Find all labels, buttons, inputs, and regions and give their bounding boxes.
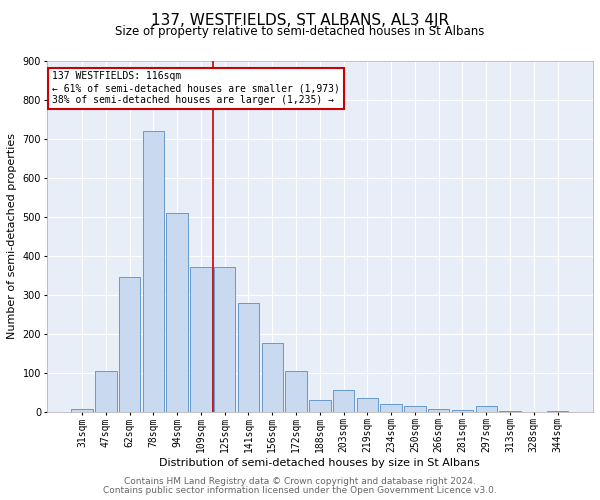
Bar (404, 406, 425, 411)
X-axis label: Distribution of semi-detached houses by size in St Albans: Distribution of semi-detached houses by … (160, 458, 480, 468)
Bar (547, 410, 568, 412)
Bar (190, 268, 212, 412)
Bar (119, 277, 140, 411)
Bar (95, 371, 116, 412)
Bar (143, 131, 164, 412)
Bar (380, 404, 402, 411)
Y-axis label: Number of semi-detached properties: Number of semi-detached properties (7, 134, 17, 340)
Text: Contains HM Land Registry data © Crown copyright and database right 2024.: Contains HM Land Registry data © Crown c… (124, 477, 476, 486)
Bar (166, 213, 188, 412)
Bar (309, 400, 331, 411)
Bar (333, 390, 354, 411)
Bar (262, 344, 283, 411)
Bar (238, 302, 259, 412)
Text: Contains public sector information licensed under the Open Government Licence v3: Contains public sector information licen… (103, 486, 497, 495)
Text: 137, WESTFIELDS, ST ALBANS, AL3 4JR: 137, WESTFIELDS, ST ALBANS, AL3 4JR (151, 12, 449, 28)
Bar (428, 408, 449, 412)
Bar (499, 410, 521, 412)
Text: 137 WESTFIELDS: 116sqm
← 61% of semi-detached houses are smaller (1,973)
38% of : 137 WESTFIELDS: 116sqm ← 61% of semi-det… (52, 72, 340, 104)
Bar (286, 371, 307, 412)
Bar (214, 268, 235, 412)
Text: Size of property relative to semi-detached houses in St Albans: Size of property relative to semi-detach… (115, 25, 485, 38)
Bar (71, 408, 93, 412)
Bar (356, 398, 378, 411)
Bar (476, 406, 497, 411)
Bar (452, 410, 473, 412)
